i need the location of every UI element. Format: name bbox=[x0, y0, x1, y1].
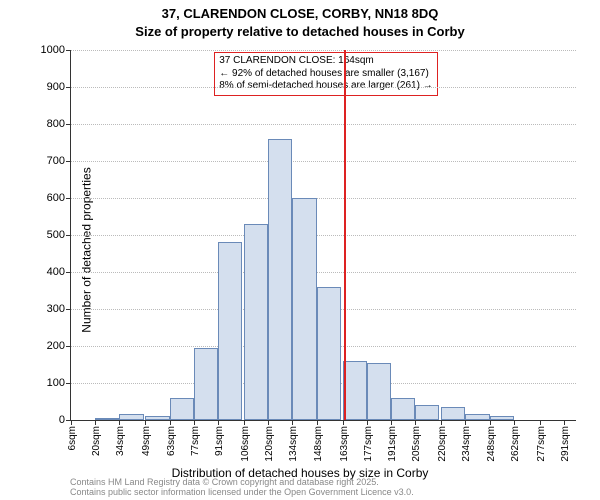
ytick-mark bbox=[66, 383, 71, 384]
xtick-label: 220sqm bbox=[437, 426, 448, 462]
histogram-bar bbox=[391, 398, 415, 420]
xtick-label: 163sqm bbox=[339, 426, 350, 462]
xtick-mark bbox=[514, 420, 515, 425]
xtick-mark bbox=[564, 420, 565, 425]
histogram-bar bbox=[194, 348, 218, 420]
ytick-label: 200 bbox=[47, 340, 65, 352]
ytick-mark bbox=[66, 124, 71, 125]
xtick-mark bbox=[441, 420, 442, 425]
ytick-label: 100 bbox=[47, 377, 65, 389]
xtick-mark bbox=[415, 420, 416, 425]
xtick-mark bbox=[71, 420, 72, 425]
xtick-label: 177sqm bbox=[363, 426, 374, 462]
xtick-mark bbox=[367, 420, 368, 425]
histogram-bar bbox=[441, 407, 465, 420]
ytick-label: 500 bbox=[47, 229, 65, 241]
xtick-label: 248sqm bbox=[486, 426, 497, 462]
xtick-mark bbox=[194, 420, 195, 425]
xtick-mark bbox=[244, 420, 245, 425]
xtick-label: 262sqm bbox=[510, 426, 521, 462]
gridline bbox=[71, 124, 576, 125]
ytick-label: 1000 bbox=[41, 44, 65, 56]
ytick-label: 400 bbox=[47, 266, 65, 278]
xtick-mark bbox=[391, 420, 392, 425]
footer-line: Contains public sector information licen… bbox=[70, 488, 414, 498]
callout-line: ← 92% of detached houses are smaller (3,… bbox=[219, 68, 432, 81]
ytick-label: 600 bbox=[47, 192, 65, 204]
ytick-label: 0 bbox=[59, 414, 65, 426]
callout-line: 37 CLARENDON CLOSE: 164sqm bbox=[219, 55, 432, 68]
ytick-mark bbox=[66, 161, 71, 162]
chart-title-main: 37, CLARENDON CLOSE, CORBY, NN18 8DQ bbox=[0, 6, 600, 21]
histogram-bar bbox=[95, 418, 119, 420]
footer-attribution: Contains HM Land Registry data © Crown c… bbox=[70, 478, 414, 498]
xtick-label: 49sqm bbox=[141, 426, 152, 456]
ytick-label: 700 bbox=[47, 155, 65, 167]
ytick-mark bbox=[66, 198, 71, 199]
histogram-bar bbox=[317, 287, 341, 420]
histogram-bar bbox=[119, 414, 143, 420]
xtick-mark bbox=[95, 420, 96, 425]
xtick-label: 34sqm bbox=[115, 426, 126, 456]
xtick-label: 63sqm bbox=[166, 426, 177, 456]
xtick-mark bbox=[268, 420, 269, 425]
marker-callout: 37 CLARENDON CLOSE: 164sqm ← 92% of deta… bbox=[214, 52, 437, 96]
histogram-bar bbox=[415, 405, 439, 420]
xtick-label: 91sqm bbox=[214, 426, 225, 456]
gridline bbox=[71, 235, 576, 236]
gridline bbox=[71, 87, 576, 88]
histogram-bar bbox=[244, 224, 268, 420]
xtick-mark bbox=[317, 420, 318, 425]
histogram-bar bbox=[292, 198, 316, 420]
xtick-label: 106sqm bbox=[240, 426, 251, 462]
xtick-label: 291sqm bbox=[560, 426, 571, 462]
histogram-bar bbox=[490, 416, 514, 420]
ytick-label: 800 bbox=[47, 118, 65, 130]
gridline bbox=[71, 272, 576, 273]
xtick-label: 148sqm bbox=[313, 426, 324, 462]
xtick-label: 120sqm bbox=[264, 426, 275, 462]
histogram-bar bbox=[367, 363, 391, 420]
xtick-label: 77sqm bbox=[190, 426, 201, 456]
ytick-mark bbox=[66, 87, 71, 88]
xtick-mark bbox=[170, 420, 171, 425]
xtick-mark bbox=[119, 420, 120, 425]
gridline bbox=[71, 198, 576, 199]
ytick-mark bbox=[66, 235, 71, 236]
ytick-mark bbox=[66, 346, 71, 347]
xtick-mark bbox=[465, 420, 466, 425]
marker-line bbox=[344, 50, 346, 420]
xtick-mark bbox=[218, 420, 219, 425]
histogram-bar bbox=[268, 139, 292, 420]
ytick-label: 300 bbox=[47, 303, 65, 315]
chart-title-sub: Size of property relative to detached ho… bbox=[0, 24, 600, 39]
xtick-mark bbox=[343, 420, 344, 425]
histogram-bar bbox=[218, 242, 242, 420]
xtick-mark bbox=[292, 420, 293, 425]
histogram-bar bbox=[465, 414, 489, 420]
histogram-bar bbox=[145, 416, 169, 420]
plot-area: 37 CLARENDON CLOSE: 164sqm ← 92% of deta… bbox=[70, 50, 576, 421]
ytick-mark bbox=[66, 50, 71, 51]
xtick-label: 20sqm bbox=[91, 426, 102, 456]
xtick-mark bbox=[490, 420, 491, 425]
ytick-mark bbox=[66, 309, 71, 310]
xtick-label: 234sqm bbox=[461, 426, 472, 462]
gridline bbox=[71, 50, 576, 51]
xtick-label: 277sqm bbox=[536, 426, 547, 462]
histogram-bar bbox=[170, 398, 194, 420]
xtick-mark bbox=[145, 420, 146, 425]
ytick-label: 900 bbox=[47, 81, 65, 93]
xtick-mark bbox=[540, 420, 541, 425]
chart-container: 37, CLARENDON CLOSE, CORBY, NN18 8DQ Siz… bbox=[0, 0, 600, 500]
gridline bbox=[71, 161, 576, 162]
xtick-label: 6sqm bbox=[67, 426, 78, 450]
xtick-label: 205sqm bbox=[411, 426, 422, 462]
xtick-label: 191sqm bbox=[387, 426, 398, 462]
xtick-label: 134sqm bbox=[288, 426, 299, 462]
ytick-mark bbox=[66, 272, 71, 273]
